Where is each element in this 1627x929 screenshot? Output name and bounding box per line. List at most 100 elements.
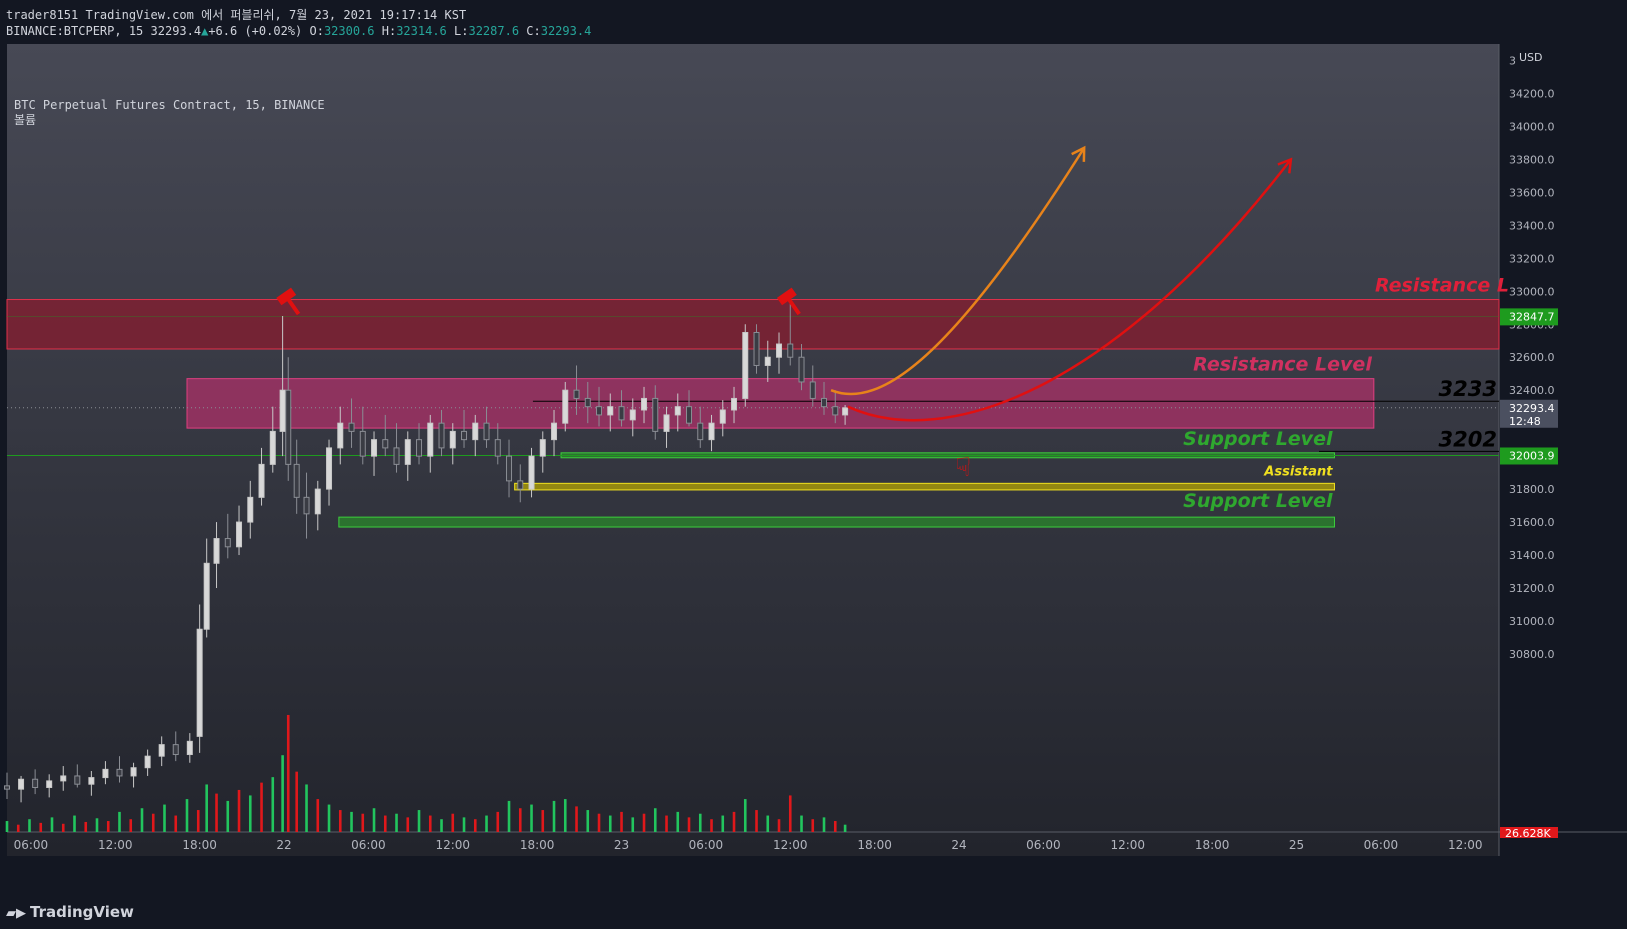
x-tick-label: 06:00 [14, 838, 49, 852]
volume-bar [530, 804, 533, 832]
volume-bar [721, 815, 725, 832]
volume-bar [417, 810, 421, 832]
candle-body [303, 496, 310, 515]
orange-projection-arrowhead [1071, 145, 1086, 162]
price-marker-0 [1500, 308, 1558, 326]
candle-body [186, 740, 193, 756]
candle-body [102, 768, 109, 779]
candle-body [269, 430, 276, 465]
x-tick-label: 25 [1289, 838, 1304, 852]
candle-body [551, 422, 558, 441]
x-tick-label: 18:00 [520, 838, 555, 852]
volume-bar [710, 819, 713, 832]
last-price: 32293.4 [150, 24, 202, 38]
volume-bar [485, 815, 488, 832]
volume-bar [653, 808, 657, 832]
y-tick-label: 33800.0 [1509, 153, 1555, 166]
y-tick-label: 34200.0 [1509, 87, 1555, 100]
volume-bar [248, 795, 252, 832]
open-value: 32300.6 [323, 24, 375, 38]
volume-bar [281, 755, 284, 832]
open-label: O: [309, 24, 324, 38]
x-tick-label: 12:00 [1110, 838, 1145, 852]
high-value: 32314.6 [396, 24, 447, 38]
volume-bar [496, 811, 500, 832]
volume-bar [295, 771, 298, 832]
candle-body [18, 778, 25, 790]
candle-body [697, 422, 704, 441]
candle-body [528, 455, 535, 490]
zone-support-2 [338, 516, 1335, 528]
tradingview-logo-text: TradingView [30, 903, 134, 921]
y-tick-label: 30800.0 [1509, 648, 1555, 661]
chart-header: trader8151 TradingView.com 에서 퍼블리쉬, 7월 2… [0, 0, 1627, 44]
volume-bar [575, 806, 578, 832]
orange-projection [830, 147, 1086, 396]
price-marker-label-1: 32293.4 [1509, 402, 1555, 415]
candle-body [247, 496, 254, 523]
chart-area[interactable]: Resistance L Resistance Level Support Leve… [0, 22, 1627, 894]
volume-bar [372, 808, 376, 832]
candle-body [449, 430, 456, 449]
candle-body [60, 775, 67, 782]
candle-body [46, 780, 53, 788]
volume-bar [608, 815, 612, 832]
x-tick-label: 18:00 [857, 838, 892, 852]
volume-bar [642, 813, 646, 832]
candle-body [584, 397, 591, 408]
volume-bar [338, 810, 342, 832]
volume-bar [833, 821, 837, 832]
volume-bar [16, 824, 20, 832]
candle-body [798, 356, 805, 383]
publish-line: trader8151 TradingView.com 에서 퍼블리쉬, 7월 2… [6, 8, 467, 22]
red-projection-arrowhead [1277, 157, 1293, 174]
candle-body [753, 331, 760, 366]
candle-body [88, 777, 95, 785]
x-tick-label: 12:00 [98, 838, 133, 852]
volume-bar [316, 799, 320, 832]
candle-body [731, 397, 738, 411]
volume-bar [406, 817, 410, 832]
volume-bar [732, 811, 736, 832]
volume-bar [61, 823, 65, 832]
volume-bar [440, 819, 443, 832]
volume-bar [676, 811, 680, 832]
candle-body [776, 343, 783, 358]
candle-body [371, 439, 378, 457]
volume-bar [451, 813, 455, 832]
candle-body [652, 397, 659, 432]
tradingview-logo-icon: ▰▶ [6, 906, 26, 921]
tradingview-logo[interactable]: ▰▶ TradingView [6, 903, 134, 921]
price-marker-label-0: 32847.7 [1509, 310, 1555, 323]
candle-body [293, 463, 300, 498]
volume-bar [95, 818, 99, 832]
x-tick-label: 12:00 [1448, 838, 1483, 852]
zone-label-support-1: Support Level [1183, 428, 1333, 450]
volume-bar [84, 821, 88, 832]
volume-bar [327, 804, 331, 832]
volume-bar [631, 817, 635, 832]
volume-bar [687, 817, 691, 832]
y-tick-label: 31400.0 [1509, 549, 1555, 562]
volume-bar [462, 817, 466, 832]
candle-body [144, 755, 151, 769]
chart-canvas[interactable]: Resistance L Resistance Level Support Leve… [0, 22, 1627, 894]
candle-body [618, 406, 625, 421]
hammer-icon-hammer-right [776, 287, 801, 316]
candle-body [539, 439, 546, 457]
candle-body [236, 521, 243, 548]
volume-bar [541, 810, 545, 832]
zone-label-assistant: Assistant [1263, 464, 1333, 479]
candle-body [506, 455, 513, 482]
candle-body [74, 775, 81, 785]
volume-bar [129, 819, 133, 832]
volume-bar [755, 810, 758, 832]
volume-bar [822, 817, 826, 832]
volume-bar [788, 795, 792, 832]
volume-bar [428, 815, 432, 832]
candle-body [116, 768, 123, 777]
volume-bar [620, 811, 623, 832]
volume-bar [226, 800, 230, 832]
volume-bar [800, 815, 803, 832]
ohlc-line: BINANCE:BTCPERP, 15 32293.4▲+6.6 (+0.02%… [6, 24, 591, 38]
